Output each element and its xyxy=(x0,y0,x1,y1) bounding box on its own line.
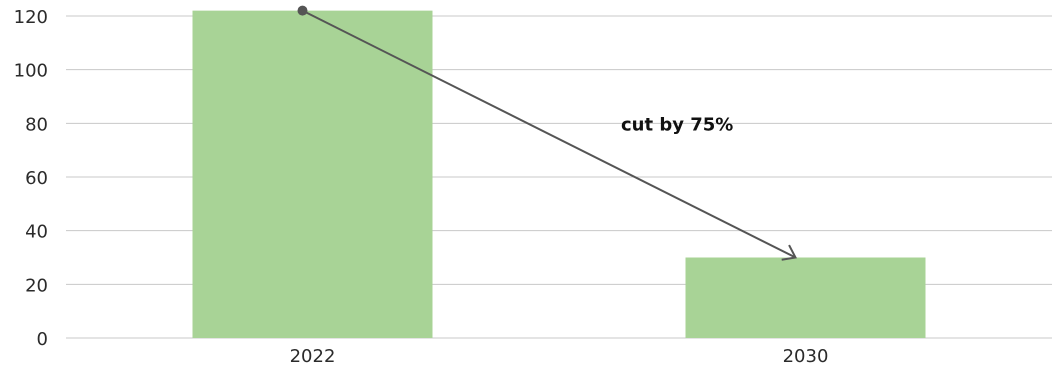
y-tick-label: 20 xyxy=(25,275,48,296)
y-tick-label: 0 xyxy=(37,329,48,350)
y-tick-label: 120 xyxy=(14,7,48,28)
y-tick-label: 40 xyxy=(25,222,48,243)
bar-2022 xyxy=(192,10,433,339)
bar-2030 xyxy=(685,257,926,338)
x-tick-label: 2022 xyxy=(290,346,336,367)
x-axis-tick-labels: 2022 2030 xyxy=(290,346,829,367)
annotation-label: cut by 75% xyxy=(621,114,733,135)
x-tick-label: 2030 xyxy=(783,346,829,367)
y-tick-label: 60 xyxy=(25,168,48,189)
arrow-start-dot xyxy=(297,5,308,16)
arrow-line xyxy=(302,9,796,259)
bars xyxy=(192,10,926,339)
y-axis-tick-labels: 0 20 40 60 80 100 120 xyxy=(14,7,48,350)
reduction-arrow xyxy=(297,5,798,261)
arrow-head xyxy=(781,244,798,261)
y-tick-label: 80 xyxy=(25,114,48,135)
y-tick-label: 100 xyxy=(14,61,48,82)
